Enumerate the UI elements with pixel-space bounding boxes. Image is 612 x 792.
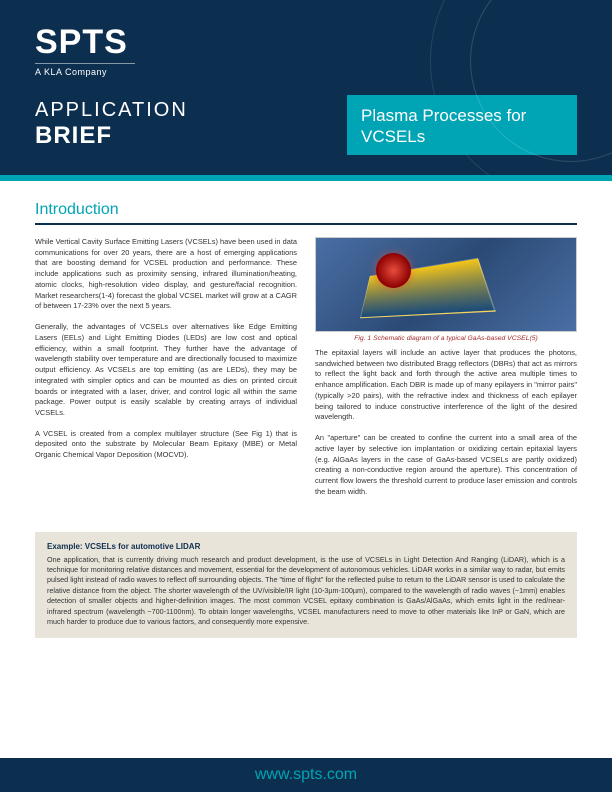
right-column: Fig. 1 Schematic diagram of a typical Ga… xyxy=(315,237,577,508)
example-body: One application, that is currently drivi… xyxy=(47,555,565,628)
logo-text: SPTS xyxy=(35,25,577,59)
brand-logo: SPTS A KLA Company xyxy=(35,25,577,77)
section-heading: Introduction xyxy=(35,201,577,219)
intro-p3: A VCSEL is created from a complex multil… xyxy=(35,429,297,461)
figure-1-image xyxy=(315,237,577,332)
footer-url: www.spts.com xyxy=(255,766,357,783)
doc-type-line1: APPLICATION xyxy=(35,99,188,122)
title-callout: Plasma Processes for VCSELs xyxy=(347,95,577,155)
example-title: Example: VCSELs for automotive LIDAR xyxy=(47,542,565,551)
two-column-layout: While Vertical Cavity Surface Emitting L… xyxy=(35,237,577,508)
example-callout-box: Example: VCSELs for automotive LIDAR One… xyxy=(35,532,577,638)
section-rule xyxy=(35,223,577,225)
right-p1: The epitaxial layers will include an act… xyxy=(315,348,577,423)
figure-1: Fig. 1 Schematic diagram of a typical Ga… xyxy=(315,237,577,342)
page-footer: www.spts.com xyxy=(0,758,612,792)
header-banner: SPTS A KLA Company APPLICATION BRIEF Pla… xyxy=(0,0,612,175)
doc-type-line2: BRIEF xyxy=(35,122,188,150)
main-content: Introduction While Vertical Cavity Surfa… xyxy=(0,181,612,518)
logo-subtitle: A KLA Company xyxy=(35,63,135,77)
document-type: APPLICATION BRIEF xyxy=(35,99,188,150)
intro-p2: Generally, the advantages of VCSELs over… xyxy=(35,322,297,419)
right-p2: An "aperture" can be created to confine … xyxy=(315,433,577,497)
left-column: While Vertical Cavity Surface Emitting L… xyxy=(35,237,297,508)
figure-1-caption: Fig. 1 Schematic diagram of a typical Ga… xyxy=(315,335,577,342)
intro-p1: While Vertical Cavity Surface Emitting L… xyxy=(35,237,297,312)
